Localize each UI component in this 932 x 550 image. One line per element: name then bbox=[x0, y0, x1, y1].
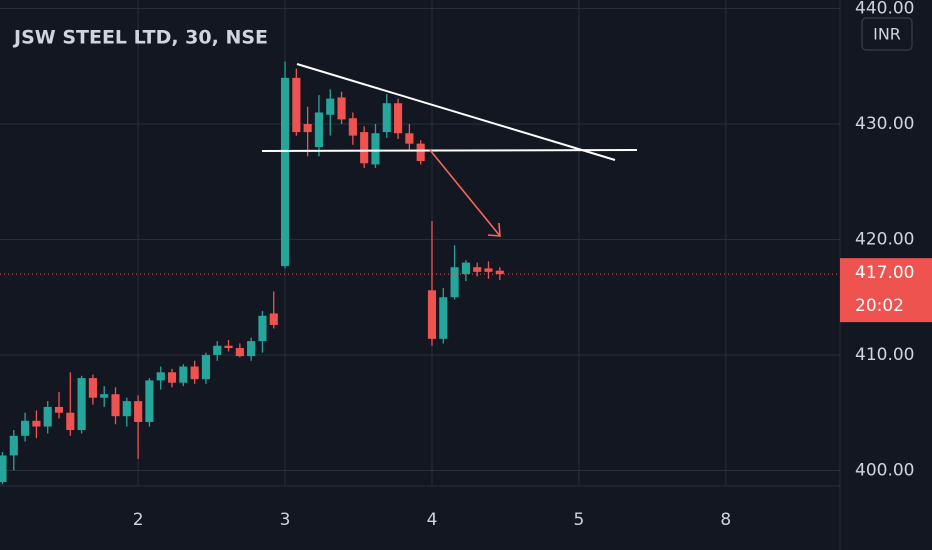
candle-body bbox=[9, 435, 18, 456]
candle-body bbox=[484, 268, 493, 272]
currency-label: INR bbox=[873, 25, 901, 44]
candle-body bbox=[213, 345, 222, 355]
candle-body bbox=[0, 455, 7, 482]
candle-body bbox=[100, 394, 109, 398]
x-tick-label: 3 bbox=[280, 510, 291, 530]
candle-body bbox=[405, 133, 414, 144]
candle-body bbox=[258, 315, 267, 342]
candle-body bbox=[382, 103, 391, 133]
arrow-head bbox=[487, 222, 501, 237]
candle-body bbox=[269, 313, 278, 325]
y-tick-label: 410.00 bbox=[855, 345, 914, 365]
y-tick-label: 440.00 bbox=[855, 0, 914, 19]
candle-body bbox=[360, 132, 369, 164]
candle-body bbox=[461, 262, 470, 275]
candle-body bbox=[450, 267, 459, 298]
chart-title: JSW STEEL LTD, 30, NSE bbox=[12, 27, 268, 49]
y-tick-label: 400.00 bbox=[855, 460, 914, 480]
candle-body bbox=[77, 378, 86, 431]
candle-body bbox=[88, 378, 97, 398]
y-tick-label: 430.00 bbox=[855, 114, 914, 134]
last-price-box bbox=[840, 258, 932, 323]
candle-body bbox=[473, 267, 482, 272]
candle-body bbox=[235, 348, 244, 357]
candle-body bbox=[394, 103, 403, 134]
candle-body bbox=[292, 77, 301, 133]
candle-body bbox=[32, 420, 41, 427]
candle-body bbox=[326, 98, 335, 115]
candle-body bbox=[247, 341, 256, 357]
candle-body bbox=[145, 380, 154, 422]
y-tick-label: 420.00 bbox=[855, 229, 914, 249]
candle-body bbox=[54, 406, 64, 413]
candle-body bbox=[495, 270, 504, 275]
candle-body bbox=[416, 143, 425, 161]
arrow bbox=[429, 149, 501, 237]
candle-body bbox=[427, 290, 437, 339]
x-tick-label: 5 bbox=[573, 510, 584, 530]
x-tick-label: 4 bbox=[427, 510, 438, 530]
candle-body bbox=[314, 112, 324, 148]
grid bbox=[0, 0, 840, 485]
candle-body bbox=[167, 372, 177, 383]
last-price-label: 417.00 bbox=[855, 263, 914, 283]
candle-body bbox=[371, 133, 380, 165]
candle-body bbox=[179, 366, 188, 383]
candles bbox=[0, 61, 504, 485]
axes: 400.00 410.00 420.00 430.00 440.00 2 3 4 5 8 417.0… bbox=[0, 0, 932, 530]
candle-body bbox=[156, 372, 165, 381]
candle-body bbox=[280, 77, 290, 267]
candle-body bbox=[190, 366, 199, 380]
candle-body bbox=[224, 345, 233, 349]
candle-body bbox=[348, 118, 357, 136]
candle-body bbox=[43, 406, 52, 427]
candle-body bbox=[439, 297, 448, 339]
candle-body bbox=[303, 124, 312, 133]
candle-body bbox=[201, 354, 210, 380]
x-tick-label: 2 bbox=[133, 510, 144, 530]
candle-body bbox=[134, 401, 143, 422]
x-tick-label: 8 bbox=[720, 510, 731, 530]
candle-body bbox=[21, 420, 30, 436]
candle-body bbox=[66, 412, 75, 431]
support-line bbox=[261, 149, 638, 152]
currency-box bbox=[861, 17, 913, 51]
trend-line bbox=[296, 63, 616, 161]
countdown-label: 20:02 bbox=[855, 296, 904, 316]
candle-body bbox=[111, 394, 120, 417]
candle-body bbox=[337, 97, 346, 120]
candle-body bbox=[122, 401, 131, 417]
